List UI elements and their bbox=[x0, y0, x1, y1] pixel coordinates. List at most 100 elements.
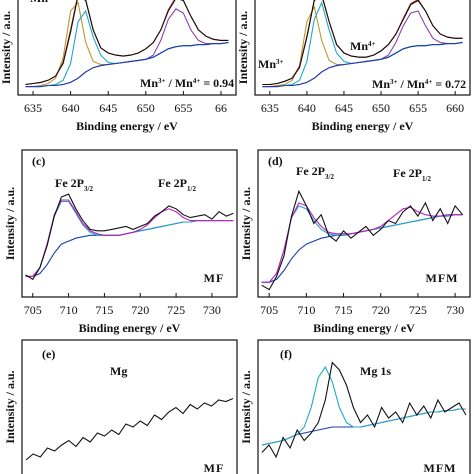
y-axis-label: Intensity / a.u. bbox=[239, 370, 253, 443]
annotation: Fe 2P1/2 bbox=[393, 166, 431, 183]
annotation: Mn3+ / Mn4+ = 0.94 bbox=[140, 76, 234, 90]
annotation-sup: 3+ bbox=[276, 58, 284, 66]
spectrum-line bbox=[261, 202, 463, 283]
annotation-text: = 0.72 bbox=[432, 77, 466, 91]
annotation-text: Fe 2P bbox=[296, 164, 325, 178]
spectrum-line bbox=[25, 199, 234, 277]
spectrum-line bbox=[25, 397, 234, 461]
x-axis-label: Binding energy / eV bbox=[79, 321, 181, 335]
plot-area bbox=[262, 0, 463, 88]
panel: 635 640 645 650 655 66 Binding energy / eV Inte… bbox=[0, 0, 237, 133]
x-tick-label: 730 bbox=[203, 303, 221, 317]
spectrum-line bbox=[25, 0, 229, 86]
spectrum-line bbox=[262, 41, 463, 88]
annotation-sup: 4+ bbox=[368, 40, 376, 48]
annotation-text: Mn bbox=[372, 77, 390, 91]
x-tick-label: 66 bbox=[215, 101, 227, 115]
plot-frame bbox=[21, 149, 238, 298]
annotation-text: Mn bbox=[140, 76, 158, 90]
x-tick-label: 640 bbox=[62, 101, 80, 115]
annotation-text: Mg bbox=[110, 364, 127, 378]
y-axis-label: Intensity / a.u. bbox=[3, 370, 17, 443]
annotation: Mn bbox=[30, 0, 48, 5]
spectrum-line bbox=[25, 193, 234, 281]
annotation: Fe 2P1/2 bbox=[158, 176, 196, 193]
annotation-sub: 3/2 bbox=[325, 173, 334, 181]
y-axis-label: Intensity / a.u. bbox=[239, 187, 253, 260]
x-tick-label: 635 bbox=[24, 101, 42, 115]
plot-area bbox=[261, 361, 467, 459]
plot-area bbox=[261, 189, 464, 291]
y-axis-label: Intensity / a.u. bbox=[0, 11, 13, 84]
y-axis-label: Intensity / a.u. bbox=[236, 11, 250, 84]
plot-area bbox=[25, 397, 234, 461]
plot-frame bbox=[17, 0, 237, 96]
annotation: Mg bbox=[110, 364, 127, 378]
panel: Intensity / a.u. (e) MF Mg bbox=[3, 339, 238, 474]
annotation: Mn3+ / Mn4+ = 0.72 bbox=[372, 77, 466, 91]
annotation: Mg 1s bbox=[360, 364, 391, 378]
spectrum-line bbox=[25, 0, 229, 86]
x-axis-label: Binding energy / eV bbox=[76, 119, 178, 133]
spectrum-line bbox=[25, 220, 234, 277]
spectrum-line bbox=[25, 200, 234, 277]
annotation: Fe 2P3/2 bbox=[296, 164, 334, 181]
plot-frame bbox=[257, 339, 471, 474]
panel-label: (d) bbox=[268, 154, 283, 168]
annotation-text: Mn bbox=[258, 57, 276, 71]
x-tick-label: 640 bbox=[298, 101, 316, 115]
x-tick-label: 715 bbox=[335, 303, 353, 317]
spectrum-line bbox=[261, 189, 464, 291]
annotation-text: Fe 2P bbox=[55, 176, 84, 190]
annotation-sup: 3+ bbox=[390, 78, 398, 86]
annotation-text: / Mn bbox=[398, 77, 426, 91]
x-tick-label: 710 bbox=[60, 303, 78, 317]
spectrum-line bbox=[25, 41, 229, 88]
spectrum-line bbox=[261, 408, 466, 446]
panel: Intensity / a.u. (f) MFM Mg 1s bbox=[239, 339, 471, 474]
annotation-sup: 4+ bbox=[425, 78, 433, 86]
y-axis-label: Intensity / a.u. bbox=[3, 187, 17, 260]
panel: 705 710 715 720 725 730 Binding energy / eV Int… bbox=[239, 149, 471, 335]
annotation-text: Mn bbox=[350, 39, 368, 53]
x-tick-label: 710 bbox=[297, 303, 315, 317]
annotation-sup: 3+ bbox=[158, 77, 166, 85]
sample-label: MFM bbox=[424, 461, 457, 474]
panel: 635 640 645 650 655 660 Binding energy / eV Int… bbox=[236, 0, 471, 133]
annotation-sub: 3/2 bbox=[84, 185, 93, 193]
annotation-sub: 1/2 bbox=[187, 185, 196, 193]
x-tick-label: 730 bbox=[446, 303, 464, 317]
x-tick-label: 655 bbox=[174, 101, 192, 115]
annotation-text: Fe 2P bbox=[158, 176, 187, 190]
plot-area bbox=[25, 0, 229, 88]
x-tick-label: 650 bbox=[137, 101, 155, 115]
spectrum-line bbox=[262, 0, 463, 86]
x-tick-label: 660 bbox=[446, 101, 464, 115]
sample-label: MFM bbox=[426, 271, 459, 285]
sample-label: MF bbox=[204, 461, 225, 474]
x-tick-label: 725 bbox=[167, 303, 185, 317]
x-tick-label: 635 bbox=[261, 101, 279, 115]
plot-area bbox=[25, 193, 234, 281]
x-tick-label: 650 bbox=[372, 101, 390, 115]
x-tick-label: 705 bbox=[24, 303, 42, 317]
x-tick-label: 720 bbox=[372, 303, 390, 317]
x-tick-label: 645 bbox=[335, 101, 353, 115]
spectrum-line bbox=[261, 361, 467, 459]
annotation: Mn3+ bbox=[258, 57, 284, 71]
annotation-text: = 0.94 bbox=[200, 76, 234, 90]
annotation: Fe 2P3/2 bbox=[55, 176, 93, 193]
x-axis-label: Binding energy / eV bbox=[313, 321, 415, 335]
plot-frame bbox=[257, 149, 471, 298]
x-tick-label: 655 bbox=[409, 101, 427, 115]
annotation-sup: 4+ bbox=[193, 77, 201, 85]
x-tick-label: 720 bbox=[131, 303, 149, 317]
plot-frame bbox=[21, 339, 238, 474]
annotation: Mn4+ bbox=[350, 39, 376, 53]
x-tick-label: 705 bbox=[260, 303, 278, 317]
annotation-text: Fe 2P bbox=[393, 166, 422, 180]
x-axis-label: Binding energy / eV bbox=[312, 119, 414, 133]
x-tick-label: 645 bbox=[99, 101, 117, 115]
annotation-sub: 1/2 bbox=[422, 175, 431, 183]
